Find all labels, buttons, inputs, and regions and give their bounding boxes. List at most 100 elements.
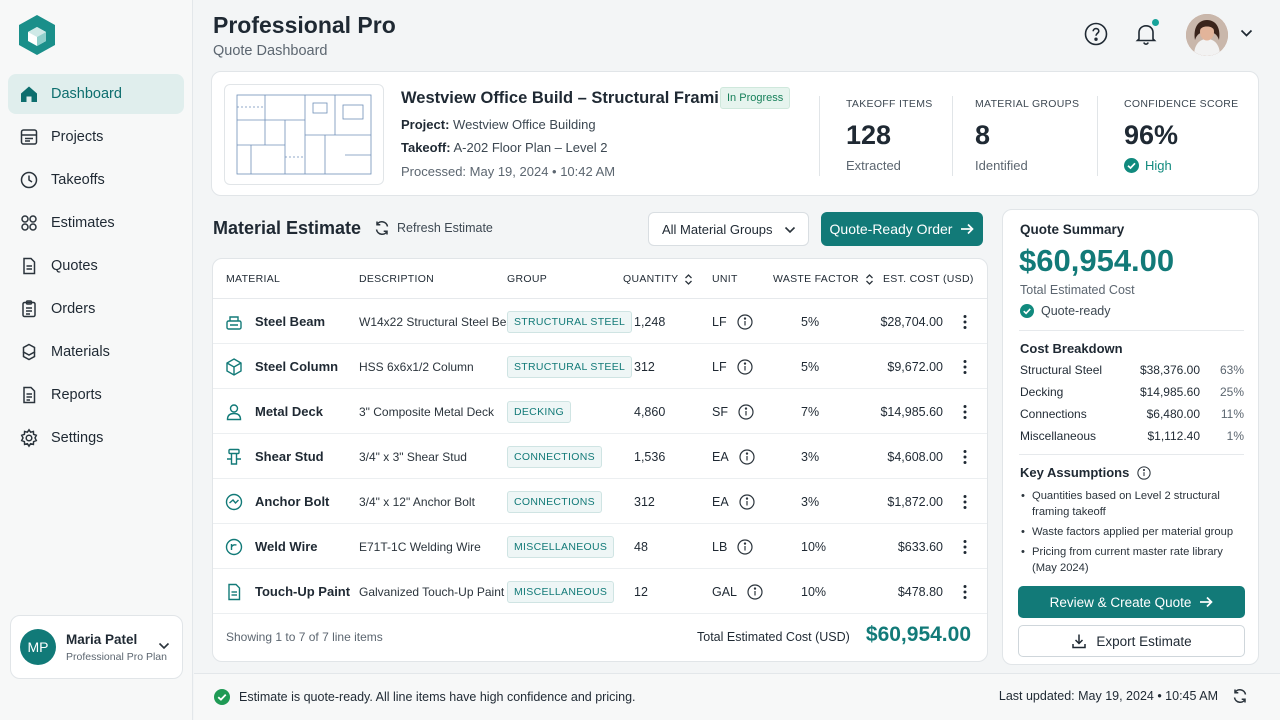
total-cost-label: Total Estimated Cost (USD) [697, 630, 850, 644]
assumptions-label: Key Assumptions [1020, 465, 1130, 480]
est-cost: $1,872.00 [887, 494, 943, 509]
more-vertical-icon[interactable] [961, 494, 969, 510]
breakdown-row: Connections $6,480.00 11% [1020, 407, 1244, 425]
processed-time: Processed: May 19, 2024 • 10:42 AM [401, 164, 616, 179]
group-chip: CONNECTIONS [507, 445, 602, 468]
kpi-material-groups-value: 8 [975, 120, 991, 150]
breakdown-amount: $1,112.40 [1147, 429, 1201, 443]
table-row[interactable]: Steel Column HSS 6x6x1/2 Column STRUCTUR… [213, 344, 987, 389]
deck-icon [226, 403, 242, 420]
info-icon[interactable] [738, 403, 754, 420]
quantity: 1,248 [634, 314, 666, 329]
summary-amount: $60,954.00 [1019, 243, 1175, 278]
unit: GAL [712, 584, 738, 599]
more-vertical-icon[interactable] [961, 539, 969, 555]
profile-avatar[interactable] [1186, 14, 1228, 56]
est-cost: $9,672.00 [887, 359, 943, 374]
list-item: Quantities based on Level 2 structural f… [1020, 488, 1248, 520]
more-vertical-icon[interactable] [961, 314, 969, 330]
info-icon[interactable] [736, 358, 753, 375]
waste-factor: 5% [801, 314, 820, 329]
app-logo[interactable] [18, 14, 56, 56]
clock-icon [20, 171, 38, 189]
download-icon [1072, 634, 1087, 649]
sidebar-item-takeoffs[interactable]: Takeoffs [8, 160, 184, 200]
column-header-waste-factor[interactable]: WASTE FACTOR [773, 273, 874, 285]
breakdown-pct: 11% [1220, 407, 1244, 421]
table-row[interactable]: Weld Wire E71T-1C Welding Wire MISCELLAN… [213, 524, 987, 569]
column-header-est-cost[interactable]: EST. COST (USD) [883, 273, 974, 285]
refresh-estimate-button[interactable]: Refresh Estimate [374, 220, 493, 236]
info-icon[interactable] [737, 538, 753, 555]
sidebar-item-materials[interactable]: Materials [8, 332, 184, 372]
more-vertical-icon[interactable] [961, 449, 969, 465]
info-icon[interactable] [1137, 465, 1151, 480]
unit: LF [712, 314, 727, 329]
sidebar-item-reports[interactable]: Reports [8, 375, 184, 415]
order-button-label: Quote-Ready Order [829, 221, 953, 237]
est-cost: $4,608.00 [887, 449, 943, 464]
table-row[interactable]: Touch-Up Paint Galvanized Touch-Up Paint… [213, 569, 987, 614]
sidebar-item-quotes[interactable]: Quotes [8, 246, 184, 286]
steel-beam-icon [226, 315, 242, 330]
column-header-material[interactable]: MATERIAL [226, 273, 280, 285]
sidebar-item-orders[interactable]: Orders [8, 289, 184, 329]
column-header-group[interactable]: GROUP [507, 273, 547, 285]
review-create-quote-button[interactable]: Review & Create Quote [1018, 586, 1245, 618]
user-plan: Professional Pro Plan [66, 650, 167, 663]
status-message: Estimate is quote-ready. All line items … [214, 689, 636, 705]
material-description: Galvanized Touch-Up Paint [359, 584, 505, 599]
user-menu[interactable]: MP Maria Patel Professional Pro Plan [10, 615, 183, 679]
quantity: 312 [634, 494, 655, 509]
quote-ready-order-button[interactable]: Quote-Ready Order [821, 212, 983, 246]
table-row[interactable]: Anchor Bolt 3/4" x 12" Anchor Bolt CONNE… [213, 479, 987, 524]
column-header-label: GROUP [507, 273, 548, 285]
table-row[interactable]: Steel Beam W14x22 Structural Steel Beam … [213, 299, 987, 344]
material-name: Touch-Up Paint [255, 584, 351, 599]
divider [1019, 454, 1244, 455]
sidebar-item-projects[interactable]: Projects [8, 117, 184, 157]
column-header-unit[interactable]: UNIT [712, 273, 738, 285]
material-name: Steel Column [255, 359, 339, 374]
info-icon[interactable] [747, 583, 763, 600]
sidebar-item-dashboard[interactable]: Dashboard [8, 74, 184, 114]
info-icon[interactable] [736, 313, 753, 330]
column-header-description[interactable]: DESCRIPTION [359, 273, 434, 285]
confidence-level: High [1145, 158, 1172, 173]
info-icon[interactable] [739, 448, 755, 465]
sidebar-item-estimates[interactable]: Estimates [8, 203, 184, 243]
sync-icon[interactable] [1232, 688, 1248, 704]
quantity: 312 [634, 359, 655, 374]
export-estimate-button[interactable]: Export Estimate [1018, 625, 1245, 657]
help-icon[interactable] [1084, 22, 1108, 46]
material-group-select[interactable]: All Material Groups [648, 212, 809, 246]
est-cost: $28,704.00 [880, 314, 943, 329]
project-label: Project: [401, 117, 450, 132]
sidebar-item-label: Projects [51, 129, 104, 145]
table-row[interactable]: Shear Stud 3/4" x 3" Shear Stud CONNECTI… [213, 434, 987, 479]
material-group-value: All Material Groups [662, 221, 773, 237]
sidebar-item-label: Materials [51, 344, 110, 360]
more-vertical-icon[interactable] [961, 359, 969, 375]
report-icon [23, 386, 36, 404]
sidebar-item-settings[interactable]: Settings [8, 418, 184, 458]
kpi-material-groups-label: MATERIAL GROUPS [975, 98, 1080, 110]
breakdown-row: Miscellaneous $1,112.40 1% [1020, 429, 1244, 447]
bell-icon[interactable] [1134, 21, 1158, 47]
project-name: Westview Office Building [453, 117, 596, 132]
kpi-divider [819, 96, 820, 176]
anchor-bolt-icon [225, 493, 243, 510]
more-vertical-icon[interactable] [961, 404, 969, 420]
table-row[interactable]: Metal Deck 3" Composite Metal Deck DECKI… [213, 389, 987, 434]
info-icon[interactable] [739, 493, 755, 510]
breakdown-name: Decking [1020, 385, 1064, 399]
quantity: 4,860 [634, 404, 666, 419]
floor-plan-thumbnail[interactable] [224, 84, 384, 185]
chevron-down-icon[interactable] [1240, 29, 1253, 38]
column-header-quantity[interactable]: QUANTITY [623, 273, 693, 285]
assumptions-list: Quantities based on Level 2 structural f… [1020, 488, 1248, 580]
user-name: Maria Patel [66, 631, 138, 647]
more-vertical-icon[interactable] [961, 584, 969, 600]
breakdown-pct: 25% [1219, 385, 1244, 399]
material-name: Steel Beam [255, 314, 326, 329]
